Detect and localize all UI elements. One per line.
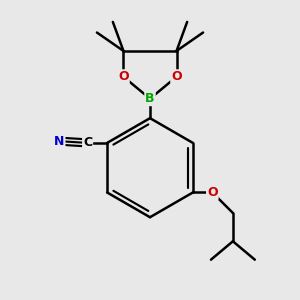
Text: O: O (118, 70, 129, 83)
Text: B: B (145, 92, 155, 105)
Text: C: C (83, 136, 92, 149)
Text: N: N (54, 135, 64, 148)
Text: O: O (171, 70, 182, 83)
Text: O: O (207, 186, 218, 199)
